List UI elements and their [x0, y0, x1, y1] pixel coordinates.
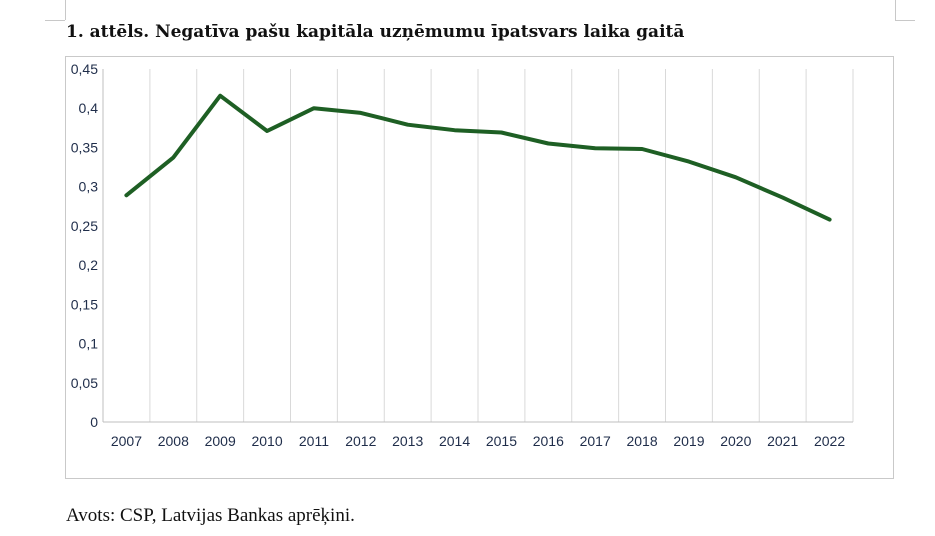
y-tick-label: 0,1	[79, 336, 99, 352]
x-tick-label: 2021	[767, 433, 798, 449]
x-axis-ticks: 2007 2008 2009 2010 2011 2012 2013 2014 2015 2016…	[111, 433, 845, 449]
x-tick-label: 2014	[439, 433, 470, 449]
source-note: Avots: CSP, Latvijas Bankas aprēķini.	[66, 505, 355, 526]
crop-mark-right-horizontal	[895, 20, 915, 21]
y-tick-label: 0,35	[71, 139, 98, 155]
series-group	[124, 93, 832, 222]
x-tick-label: 2008	[158, 433, 189, 449]
x-tick-label: 2020	[720, 433, 751, 449]
y-tick-label: 0,25	[71, 218, 98, 234]
y-tick-label: 0,05	[71, 375, 98, 391]
x-tick-label: 2009	[205, 433, 236, 449]
x-tick-label: 2010	[251, 433, 282, 449]
series-line	[124, 93, 832, 222]
chart-frame: 0 0,05 0,1 0,15 0,2 0,25 0,3 0,35 0,4 0,45 2007 20…	[65, 56, 894, 479]
x-tick-label: 2019	[673, 433, 704, 449]
y-tick-label: 0,2	[79, 257, 99, 273]
x-tick-label: 2015	[486, 433, 517, 449]
y-tick-label: 0	[90, 414, 98, 430]
x-tick-label: 2016	[533, 433, 564, 449]
x-tick-label: 2013	[392, 433, 423, 449]
x-tick-label: 2022	[814, 433, 845, 449]
crop-mark-left-horizontal	[45, 20, 65, 21]
x-tick-label: 2017	[580, 433, 611, 449]
x-tick-label: 2018	[626, 433, 657, 449]
y-axis-ticks: 0 0,05 0,1 0,15 0,2 0,25 0,3 0,35 0,4 0,45	[71, 61, 98, 430]
x-tick-label: 2007	[111, 433, 142, 449]
y-tick-label: 0,4	[79, 100, 99, 116]
grid-lines	[149, 69, 854, 422]
line-chart: 00,050,10,150,20,250,30,350,40,45 2007 20…	[71, 61, 854, 449]
y-tick-label: 0,45	[71, 61, 98, 77]
crop-mark-right-vertical	[895, 0, 896, 20]
figure-title: 1. attēls. Negatīva pašu kapitāla uzņēmu…	[66, 22, 685, 42]
y-tick-label: 0,15	[71, 296, 98, 312]
x-tick-label: 2012	[345, 433, 376, 449]
y-tick-label: 0,3	[79, 179, 99, 195]
crop-mark-left-vertical	[65, 0, 66, 20]
axes	[102, 69, 853, 423]
x-tick-label: 2011	[299, 433, 329, 449]
